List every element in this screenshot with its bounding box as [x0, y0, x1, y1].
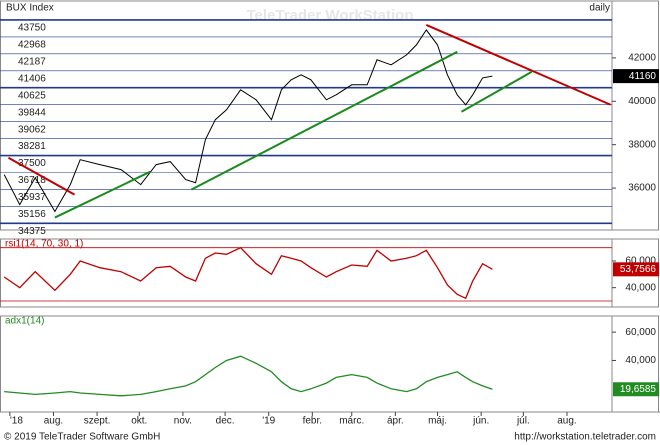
level-label: 42968: [18, 40, 46, 51]
x-tick-label: máj.: [428, 416, 447, 427]
last-value-label: 19,6585: [620, 384, 657, 395]
level-label: 35937: [18, 192, 46, 203]
last-value-label: 53,7566: [620, 264, 657, 275]
data-line: [3, 29, 493, 213]
last-value-box: [613, 69, 659, 84]
y-tick-label: 60,000: [625, 327, 656, 338]
trend-line: [460, 70, 533, 113]
level-label: 34375: [18, 226, 46, 237]
level-label: 40625: [18, 90, 46, 101]
chart-title: BUX Index: [6, 3, 54, 14]
level-label: 42187: [18, 56, 46, 67]
x-tick-label: aug.: [44, 416, 63, 427]
y-tick-label: 36000: [628, 183, 656, 194]
x-tick-label: szept.: [84, 416, 111, 427]
y-tick-label: 40,000: [625, 355, 656, 366]
last-value-label: 41160: [629, 71, 657, 82]
level-label: 39062: [18, 124, 46, 135]
y-tick-label: 40000: [628, 96, 656, 107]
x-tick-label: márc.: [339, 416, 364, 427]
x-tick-label: '19: [262, 416, 275, 427]
level-label: 36718: [18, 175, 46, 186]
data-line: [4, 355, 493, 397]
watermark: TeleTrader WorkStation: [247, 7, 414, 24]
data-line: [3, 246, 493, 300]
copyright: © 2019 TeleTrader Software GmbH: [4, 432, 160, 443]
last-value-box: [613, 262, 659, 277]
level-label: 35156: [18, 209, 46, 220]
trend-line: [425, 23, 611, 106]
indicator-title: rsi1(14, 70, 30, 1): [5, 239, 83, 250]
trend-line: [7, 156, 76, 196]
y-tick-label: 38000: [628, 139, 656, 150]
y-tick-label: 60,000: [625, 256, 656, 267]
level-label: 41406: [18, 73, 46, 84]
level-label: 38281: [18, 141, 46, 152]
trend-line: [190, 50, 458, 191]
y-tick-label: 40,000: [625, 282, 656, 293]
x-tick-label: aug.: [557, 416, 576, 427]
x-tick-label: ápr.: [387, 416, 404, 427]
x-tick-label: jún.: [472, 416, 489, 427]
y-tick-label: 42000: [628, 53, 656, 64]
x-tick-label: okt.: [131, 416, 147, 427]
url: http://workstation.teletrader.com: [514, 432, 656, 443]
period: daily: [589, 3, 610, 14]
x-tick-label: dec.: [216, 416, 235, 427]
panel-frame: [0, 0, 659, 231]
level-label: 39844: [18, 107, 46, 118]
x-tick-label: '18: [10, 416, 23, 427]
x-tick-label: júl.: [516, 416, 530, 427]
trend-line: [54, 170, 151, 219]
indicator-title: adx1(14): [5, 316, 44, 327]
last-value-box: [613, 382, 659, 397]
level-label: 43750: [18, 23, 46, 34]
x-tick-label: febr.: [303, 416, 322, 427]
x-tick-label: nov.: [174, 416, 192, 427]
level-label: 37500: [18, 158, 46, 169]
